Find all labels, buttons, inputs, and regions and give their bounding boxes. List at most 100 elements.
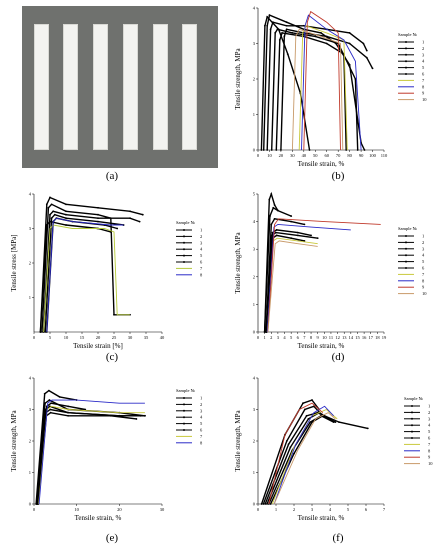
x-tick-label: 5 [49,335,52,340]
series-point-1 [48,389,50,392]
series-point-6 [65,224,67,226]
series-point-2 [262,149,265,151]
legend-marker-5 [405,66,407,69]
x-tick-label: 25 [112,335,117,340]
x-tick-label: 1 [275,507,277,512]
legend-label-7: 7 [422,272,425,277]
legend-marker-4 [405,254,407,257]
specimen-strip [123,24,138,150]
legend-header: Sample № [398,226,417,231]
x-axis-label: Tensile strain, % [298,342,345,350]
x-tick-label: 70 [336,153,341,158]
series-point-5 [275,149,278,151]
series-point-4 [354,78,357,80]
legend-header: Sample № [398,32,417,37]
series-point-1 [286,53,289,56]
series-point-5 [296,231,299,234]
x-tick-label: 10 [322,335,327,340]
series-line-7 [38,405,145,505]
series-point-3 [302,24,305,27]
y-axis-label: Tensile stress [MPa] [10,234,18,291]
series-line-10 [267,240,318,333]
x-tick-label: 7 [383,507,386,512]
legend-label-6: 6 [200,428,203,433]
legend-label-3: 3 [200,240,203,245]
x-tick-label: 100 [369,153,377,158]
specimen-strip [93,24,108,150]
y-tick-label: 0 [253,502,256,507]
series-point-3 [52,210,55,213]
x-tick-label: 0 [257,335,260,340]
series-point-1 [311,399,313,401]
x-tick-label: 30 [290,153,295,158]
series-point-6 [67,405,70,408]
series-point-3 [348,31,351,34]
legend-label-10: 10 [428,461,433,466]
legend-marker-6 [183,261,185,263]
series-point-2 [268,14,271,16]
x-tick-label: 20 [96,335,101,340]
legend-label-10: 10 [422,97,427,102]
x-tick-label: 8 [310,335,313,340]
legend-marker-5 [405,260,407,263]
series-line-3 [36,405,145,505]
series-point-3 [338,421,340,423]
series-point-2 [113,313,115,316]
series-point-2 [65,210,67,213]
x-tick-label: 16 [362,335,367,340]
legend-marker-5 [183,422,185,425]
series-point-2 [290,215,293,217]
series-line-4 [44,213,124,333]
series-point-3 [271,21,274,24]
x-tick-label: 0 [33,507,36,512]
series-line-2 [263,14,366,151]
series-point-2 [266,24,269,27]
legend-marker-3 [183,409,185,412]
series-line-5 [37,411,137,505]
y-tick-label: 4 [253,376,256,381]
x-axis-label: Tensile strain, % [75,514,122,522]
legend-marker-5 [411,430,413,433]
legend-label-4: 4 [200,247,203,252]
legend-label-4: 4 [422,253,425,258]
y-tick-label: 2 [29,261,31,266]
series-point-3 [97,217,99,220]
legend-label-2: 2 [422,46,424,51]
series-point-6 [45,224,48,226]
legend-label-1: 1 [200,228,202,233]
series-line-7 [43,224,130,333]
x-tick-label: 10 [64,335,69,340]
series-point-5 [49,411,52,414]
x-tick-label: 3 [311,507,314,512]
series-point-6 [84,408,87,411]
caption-a: (a) [105,170,119,182]
series-point-2 [269,215,271,217]
series-point-5 [310,234,312,237]
legend-marker-6 [411,437,413,439]
series-point-4 [296,234,299,237]
series-point-5 [116,227,119,230]
x-tick-label: 7 [303,335,306,340]
series-line-4 [265,231,318,333]
x-tick-label: 40 [160,335,165,340]
legend-label-3: 3 [200,408,203,413]
series-point-6 [285,28,288,31]
series-line-8 [46,217,124,333]
x-tick-label: 13 [342,335,347,340]
legend-marker-1 [183,397,185,399]
series-point-5 [67,414,70,417]
series-point-1 [308,149,311,151]
specimen-strip [182,24,197,150]
series-point-6 [371,67,374,70]
specimen-strip [34,24,49,150]
x-tick-label: 18 [375,335,380,340]
legend-header: Sample № [176,388,195,393]
series-point-6 [365,56,368,59]
series-point-1 [263,24,266,27]
series-line-10 [291,28,344,151]
legend-label-4: 4 [428,423,431,428]
legend-label-5: 5 [428,429,431,434]
series-point-5 [135,418,138,420]
series-line-7 [298,25,348,151]
y-axis-label: Tensile strength, MPa [234,410,242,472]
